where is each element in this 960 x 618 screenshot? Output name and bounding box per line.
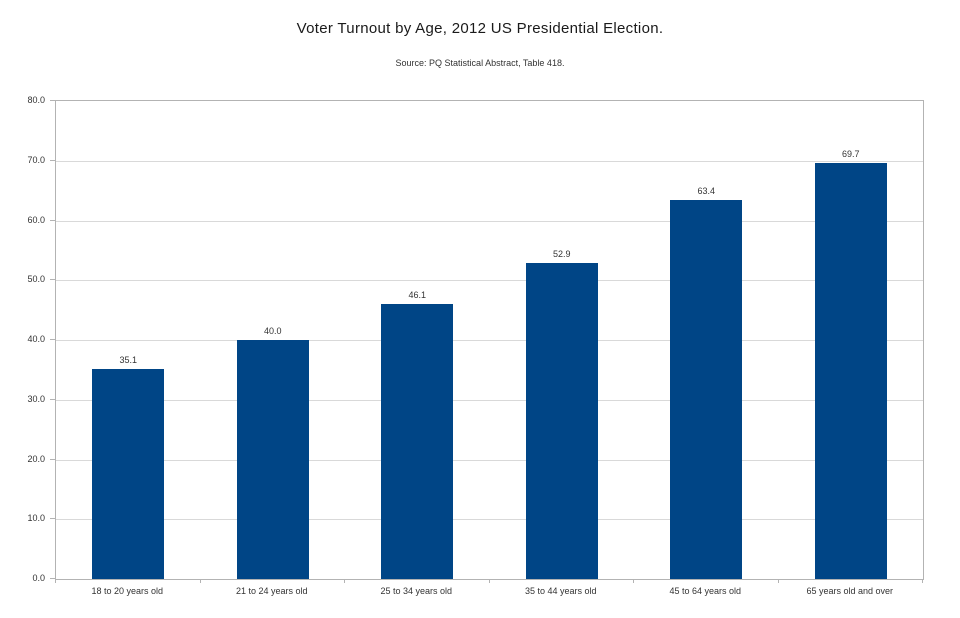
x-tick-label: 21 to 24 years old — [235, 586, 308, 596]
bar-value-label: 46.1 — [408, 289, 427, 300]
bar — [670, 200, 743, 579]
y-tick-label: 40.0 — [27, 334, 45, 344]
x-tick-mark — [922, 579, 923, 583]
y-tick-mark — [50, 458, 55, 460]
gridline — [56, 220, 923, 222]
x-tick-label: 18 to 20 years old — [91, 586, 164, 596]
bar — [381, 303, 454, 579]
bar-value-label: 52.9 — [552, 248, 571, 259]
bar-value-label: 40.0 — [263, 326, 282, 336]
x-tick-mark — [633, 579, 634, 583]
y-tick-mark — [50, 339, 55, 340]
y-tick-mark — [50, 398, 55, 400]
bar — [814, 162, 887, 579]
gridline — [56, 399, 923, 401]
chart-title: Voter Turnout by Age, 2012 US Presidenti… — [296, 20, 664, 37]
x-tick-label: 25 to 34 years old — [380, 586, 453, 596]
y-tick-mark — [50, 578, 55, 579]
plot-area: 35.1 40.0 46.1 52.9 63.4 69.7 — [55, 100, 924, 580]
y-tick-label: 10.0 — [27, 513, 45, 524]
y-tick-label: 20.0 — [27, 453, 45, 464]
x-tick-label: 35 to 44 years old — [524, 586, 597, 596]
gridline — [56, 459, 923, 461]
bar-value-label: 35.1 — [119, 355, 138, 366]
gridline — [56, 280, 923, 282]
y-tick-label: 70.0 — [27, 154, 45, 165]
chart-subtitle: Source: PQ Statistical Abstract, Table 4… — [395, 58, 565, 68]
y-tick-label: 50.0 — [27, 274, 45, 285]
y-tick-label: 80.0 — [27, 95, 45, 105]
x-tick-mark — [777, 579, 779, 583]
bar-value-label: 69.7 — [841, 148, 860, 159]
y-tick-label: 0.0 — [32, 573, 45, 583]
y-tick-label: 60.0 — [27, 214, 45, 225]
gridline — [56, 340, 923, 341]
gridline — [56, 160, 923, 162]
x-tick-mark — [488, 579, 490, 583]
x-tick-mark — [344, 579, 345, 583]
bar — [525, 262, 598, 579]
y-tick-mark — [50, 159, 55, 161]
bar — [92, 369, 165, 579]
y-tick-mark — [50, 279, 55, 281]
x-tick-label: 65 years old and over — [806, 586, 894, 596]
bar-value-label: 63.4 — [697, 186, 716, 197]
y-tick-mark — [50, 518, 55, 520]
y-tick-mark — [50, 219, 55, 221]
y-tick-label: 30.0 — [27, 393, 45, 404]
x-tick-label: 45 to 64 years old — [669, 586, 742, 596]
y-tick-mark — [50, 100, 55, 101]
x-tick-mark — [55, 579, 56, 583]
x-tick-mark — [199, 579, 201, 583]
gridline — [56, 519, 923, 521]
bar — [236, 340, 309, 579]
